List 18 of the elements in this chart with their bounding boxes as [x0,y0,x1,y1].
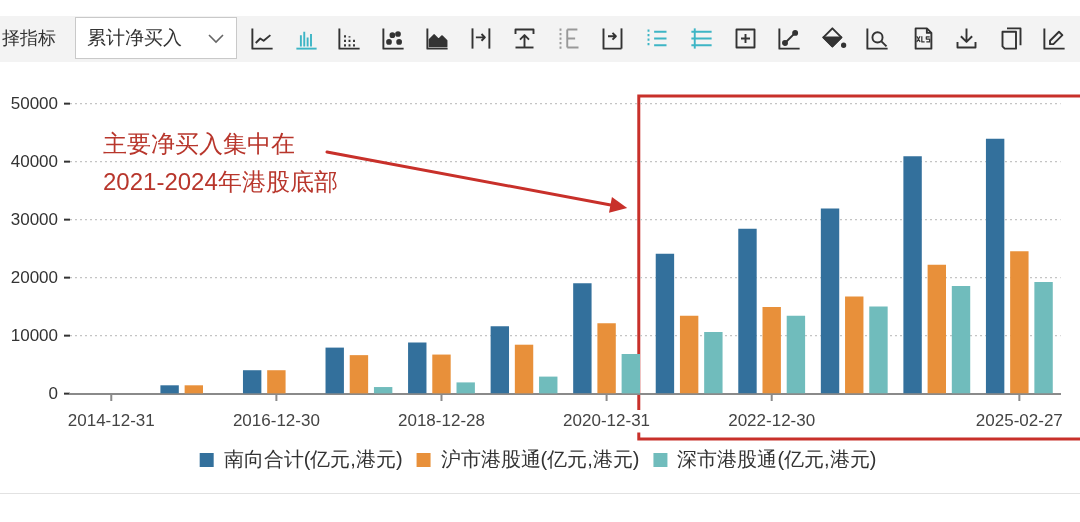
y-tick-label: 30000 [10,209,58,229]
y-tick-label: 50000 [10,93,58,113]
x-tick-label: 2025-02-27 [975,410,1063,430]
x-tick-label: 2022-12-30 [728,410,816,430]
x-tick-label: 2014-12-31 [67,410,155,430]
y-tick-label: 20000 [10,267,58,287]
y-tick-label: 0 [48,383,58,403]
text: 择指标 [2,27,56,49]
annotation: 主要净买入集中在 2021-2024年港股底部 [103,129,338,195]
chart-title: 累计净买入 [87,27,182,49]
x-tick-label: 2018-12-28 [398,410,485,430]
y-tick-label: 40000 [10,151,58,171]
legend-label: 沪市港股通(亿元,港元) [440,447,640,470]
x-tick-label: 2020-12-31 [563,410,651,430]
y-tick-label: 10000 [10,325,58,345]
legend-label: 深市港股通(亿元,港元) [677,447,877,470]
legend-label: 南向合计(亿元,港元) [223,447,403,470]
x-tick-label: 2016-12-30 [232,410,320,430]
